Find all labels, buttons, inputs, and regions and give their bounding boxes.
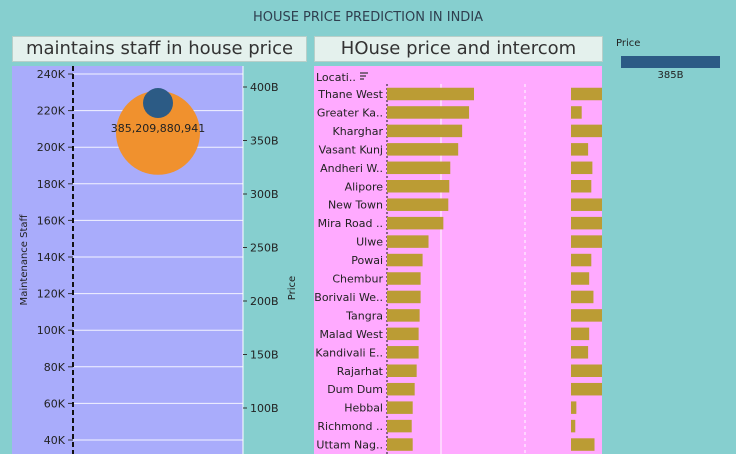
right-tick-label: 300B	[250, 188, 279, 201]
bar-second-column	[571, 438, 595, 451]
bar	[387, 235, 429, 248]
bar	[387, 382, 415, 396]
left-tick-label: 180K	[37, 178, 66, 191]
bar-second-column	[571, 419, 576, 433]
sort-icon	[360, 72, 368, 80]
category-label: Thane West	[317, 88, 383, 101]
bar-chart: Locati.. Thane West Greater Ka.. Kharghar Va…	[314, 66, 602, 454]
category-label: Andheri W..	[320, 162, 383, 175]
bar-second-column	[571, 290, 594, 304]
left-tick-label: 120K	[37, 288, 66, 301]
left-tick-label: 60K	[44, 397, 66, 410]
left-tick-label: 80K	[44, 361, 66, 374]
category-label: Mira Road ..	[318, 217, 383, 230]
category-label: Malad West	[319, 328, 383, 341]
legend-value: 385B	[657, 70, 684, 81]
right-tick-label: 200B	[250, 295, 279, 308]
bar-second-column	[571, 106, 582, 119]
category-label: Kandivali E..	[315, 346, 383, 359]
dashboard-title: HOUSE PRICE PREDICTION IN INDIA	[252, 10, 484, 25]
legend-color-bar	[621, 56, 720, 68]
bar	[387, 309, 420, 322]
bar-sheet-title: HOuse price and intercom	[314, 36, 603, 62]
left-tick-label: 140K	[37, 251, 66, 264]
category-label: New Town	[328, 199, 383, 212]
right-tick-label: 250B	[250, 242, 279, 255]
category-label: Rajarhat	[337, 365, 384, 378]
bar	[387, 124, 463, 138]
bar	[387, 106, 470, 119]
category-label: Chembur	[332, 273, 383, 286]
category-label: Richmond ..	[317, 420, 383, 433]
bar-second-column	[571, 180, 592, 193]
bar	[387, 327, 419, 341]
bar-second-column	[571, 382, 602, 396]
legend-title: Price	[616, 38, 641, 49]
bar	[387, 216, 444, 230]
category-label: Powai	[351, 254, 383, 267]
scatter-sheet-title: maintains staff in house price	[12, 36, 307, 62]
right-tick-label: 150B	[250, 349, 279, 362]
left-axis-title: Maintenance Staff	[19, 213, 30, 305]
left-tick-label: 240K	[37, 68, 66, 81]
right-tick-label: 350B	[250, 135, 279, 148]
price-point	[143, 88, 173, 119]
bar-second-column	[571, 198, 602, 211]
bar	[387, 438, 413, 451]
category-label: Uttam Nag..	[316, 439, 383, 452]
bar-second-column	[571, 235, 602, 248]
bar-second-column	[571, 124, 602, 138]
bar-second-column	[571, 346, 589, 359]
bar-second-column	[571, 161, 593, 175]
maintenance-staff-point	[116, 90, 200, 175]
category-label: Dum Dum	[327, 383, 383, 396]
bar	[387, 87, 474, 101]
bar	[387, 198, 449, 211]
bar-second-column	[571, 327, 590, 341]
bar-second-column	[571, 309, 602, 322]
bar	[387, 253, 423, 267]
bar-second-column	[571, 216, 602, 230]
right-tick-label: 400B	[250, 81, 279, 94]
category-label: Hebbal	[344, 402, 383, 415]
left-tick-label: 40K	[44, 434, 66, 447]
bar	[387, 290, 421, 304]
left-tick-label: 100K	[37, 324, 66, 337]
category-label: Alipore	[345, 180, 384, 193]
bar-second-column	[571, 401, 577, 414]
right-axis-title: Price	[287, 276, 298, 300]
bar	[387, 419, 412, 433]
bar	[387, 364, 417, 377]
bar-second-column	[571, 272, 590, 285]
bar	[387, 272, 421, 285]
bar-second-column	[571, 364, 602, 377]
category-header: Locati..	[316, 71, 356, 84]
left-tick-label: 160K	[37, 214, 66, 227]
category-label: Tangra	[345, 309, 383, 322]
category-label: Ulwe	[356, 236, 383, 249]
category-label: Borivali We..	[314, 291, 383, 304]
bar	[387, 180, 450, 193]
category-label: Kharghar	[333, 125, 384, 138]
data-label: 385,209,880,941	[111, 122, 205, 135]
bar	[387, 143, 459, 156]
bar	[387, 401, 413, 414]
bar-second-column	[571, 87, 602, 101]
scatter-chart: 40K 60K 80K 100K 120K 140K 160K 180K 200K 220K 240…	[12, 66, 307, 454]
scatter-panel: 40K 60K 80K 100K 120K 140K 160K 180K 200K 220K 240…	[12, 66, 307, 454]
bar-panel: Locati.. Thane West Greater Ka.. Kharghar Va…	[314, 66, 602, 454]
right-axis-background	[243, 66, 307, 454]
category-label: Greater Ka..	[317, 106, 383, 119]
bar	[387, 161, 451, 175]
left-tick-label: 200K	[37, 141, 66, 154]
bar-second-column	[571, 143, 589, 156]
bar	[387, 346, 419, 359]
left-tick-label: 220K	[37, 105, 66, 118]
category-label: Vasant Kunj	[319, 143, 383, 156]
bar-second-column	[571, 253, 592, 267]
right-tick-label: 100B	[250, 402, 279, 415]
